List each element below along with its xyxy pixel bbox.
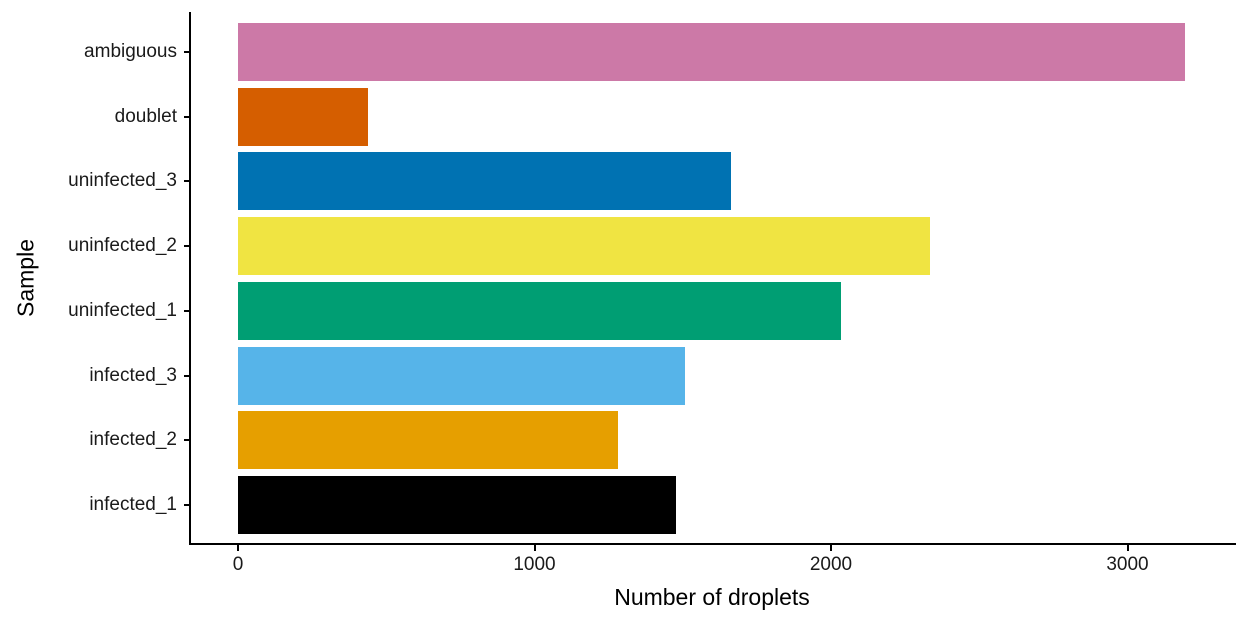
y-tick-label: infected_2 [89,429,177,451]
x-tick-mark [237,544,239,551]
bar-infected-2 [238,411,619,470]
y-tick-mark [184,374,190,377]
y-tick-mark [184,180,190,183]
y-axis-title: Sample [12,239,39,317]
bar-infected-3 [238,346,686,405]
x-tick-label: 1000 [513,554,556,575]
bar-uninfected-2 [238,217,930,276]
y-tick-label: infected_1 [89,493,177,515]
bar-doublet [238,87,368,146]
y-tick-mark [184,309,190,312]
y-tick-mark [184,439,190,442]
x-tick-label: 0 [232,554,244,575]
bar-ambiguous [238,23,1186,81]
y-tick-label: ambiguous [84,41,177,62]
y-tick-label: doublet [114,105,177,127]
x-axis-line [189,543,1236,545]
y-axis-line [189,12,191,545]
y-tick-mark [184,51,190,53]
y-tick-label: uninfected_1 [68,299,177,321]
x-tick-mark [830,544,832,551]
x-axis-title: Number of droplets [614,584,810,610]
x-tick-label: 3000 [1106,554,1149,575]
y-tick-mark [184,115,190,118]
x-tick-mark [1126,544,1129,551]
y-tick-label: uninfected_2 [68,235,177,257]
y-tick-mark [184,245,190,248]
bar-uninfected-3 [238,152,732,211]
x-tick-mark [533,544,536,551]
bar-uninfected-1 [238,281,842,340]
y-tick-label: infected_3 [89,364,177,386]
bar-infected-1 [238,475,677,534]
y-tick-label: uninfected_3 [68,170,177,192]
y-tick-mark [184,503,190,506]
x-tick-label: 2000 [809,554,853,575]
